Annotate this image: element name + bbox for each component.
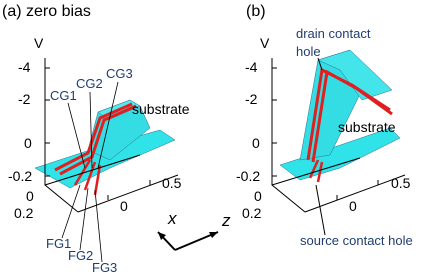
tick-label: 0.5 — [391, 175, 411, 191]
tick-label: -4 — [245, 59, 258, 75]
tick-label: 0.2 — [242, 205, 262, 221]
annotation: drain contact — [296, 26, 371, 41]
axes-b — [271, 57, 406, 236]
annotation: substrate — [338, 119, 396, 135]
direction-arrows — [157, 231, 219, 251]
annotation: FG1 — [46, 236, 71, 251]
axis-label: V — [34, 35, 44, 51]
panel-title: (b) — [246, 3, 266, 20]
tick-label: 0.5 — [162, 175, 182, 191]
direction-label: z — [221, 211, 231, 230]
axes-a — [44, 58, 179, 213]
annotation: substrate — [132, 101, 190, 117]
tick-label: 0.2 — [14, 205, 34, 221]
tick-label: -4 — [18, 59, 31, 75]
panel-title: (a) zero bias — [2, 3, 91, 20]
tick-label: -0.2 — [236, 168, 260, 184]
axis-label: V — [260, 35, 270, 51]
annotation: source contact hole — [300, 233, 413, 248]
surface-b — [279, 49, 401, 183]
tick-label: 0 — [26, 188, 34, 204]
tick-label: 0 — [24, 135, 32, 151]
tick-label: 0 — [252, 135, 260, 151]
annotation: FG3 — [92, 260, 117, 275]
annotation: CG3 — [106, 66, 133, 81]
annotation: FG2 — [68, 248, 93, 263]
tick-label: 0 — [349, 198, 357, 214]
tick-label: -2 — [18, 91, 31, 107]
tick-label: -2 — [245, 91, 258, 107]
tick-label: -0.2 — [8, 168, 32, 184]
direction-label: x — [167, 209, 177, 228]
tick-label: 0 — [120, 198, 128, 214]
annotation: CG1 — [50, 88, 77, 103]
tick-label: 0 — [254, 188, 262, 204]
annotation: hole — [296, 44, 321, 59]
annotation: CG2 — [76, 76, 103, 91]
leader-lines — [61, 81, 119, 263]
